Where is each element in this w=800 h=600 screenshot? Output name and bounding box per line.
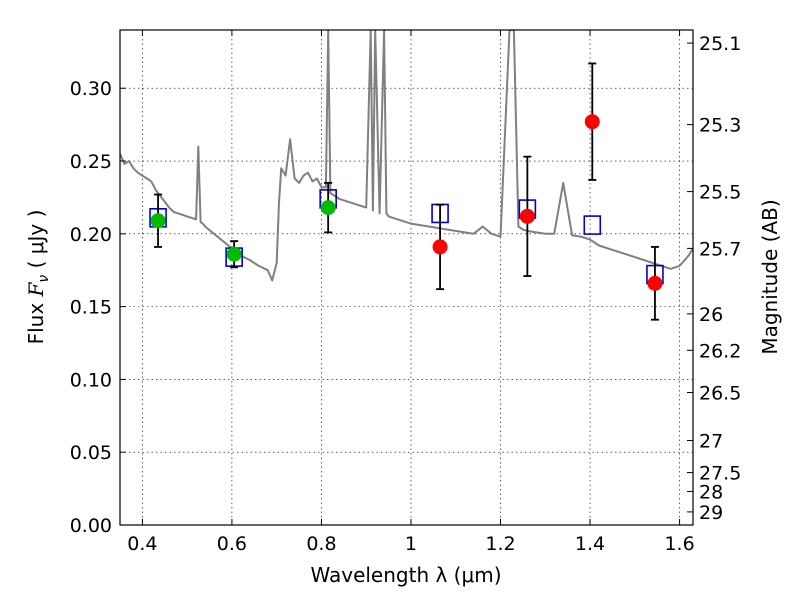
y-tick-label: 0.25 bbox=[70, 151, 112, 173]
x-axis-title: Wavelength λ (μm) bbox=[310, 563, 501, 587]
y-axis-title-suffix: ( μJy ) bbox=[24, 210, 48, 275]
y-tick-label: 0.15 bbox=[70, 297, 112, 319]
y2-tick-label: 26.5 bbox=[699, 383, 741, 405]
y-tick-label: 0.30 bbox=[70, 78, 112, 100]
y2-tick-label: 26 bbox=[699, 304, 723, 326]
observed-point bbox=[320, 200, 336, 216]
y2-tick-label: 27.5 bbox=[699, 463, 741, 485]
y-axis-title-symbol: F bbox=[24, 281, 48, 297]
y2-tick-label: 28 bbox=[699, 482, 723, 504]
plot-background bbox=[120, 30, 693, 525]
x-tick-label: 1 bbox=[405, 533, 417, 555]
y2-tick-label: 25.3 bbox=[699, 115, 741, 137]
y2-tick-label: 27 bbox=[699, 431, 723, 453]
y-axis-title-subscript: ν bbox=[36, 275, 52, 283]
observed-point bbox=[584, 114, 600, 130]
y2-tick-label: 25.1 bbox=[699, 33, 741, 55]
tick-marks: 0.4 0.6 0.8 1 1.2 1.4 1.6 0.00 0.05 0.10 0.15 0.20 0… bbox=[70, 30, 741, 555]
observed-point bbox=[150, 213, 166, 229]
y2-tick-label: 26.2 bbox=[699, 340, 741, 362]
y2-tick-label: 25.7 bbox=[699, 238, 741, 260]
x-tick-label: 1.2 bbox=[485, 533, 515, 555]
y-axis-title-prefix: Flux bbox=[24, 296, 48, 344]
y-tick-label: 0.10 bbox=[70, 369, 112, 391]
observed-point bbox=[647, 275, 663, 291]
x-tick-label: 1.6 bbox=[664, 533, 694, 555]
y-tick-label: 0.00 bbox=[70, 515, 112, 537]
observed-point bbox=[226, 246, 242, 262]
data-layer bbox=[120, 30, 693, 321]
observed-point bbox=[432, 239, 448, 255]
x-tick-label: 0.6 bbox=[217, 533, 247, 555]
x-tick-label: 0.4 bbox=[127, 533, 157, 555]
x-tick-label: 1.4 bbox=[575, 533, 605, 555]
observed-point bbox=[519, 208, 535, 224]
y-tick-label: 0.20 bbox=[70, 224, 112, 246]
y2-tick-label: 25.5 bbox=[699, 182, 741, 204]
model-photometry-square bbox=[583, 215, 602, 235]
x-tick-label: 0.8 bbox=[306, 533, 336, 555]
model-spectrum-line bbox=[120, 30, 693, 282]
y2-tick-label: 29 bbox=[699, 502, 723, 524]
plot-frame bbox=[119, 29, 694, 526]
y2-axis-title: Magnitude (AB) bbox=[758, 199, 782, 354]
y-axis-title: Flux Fν ( μJy ) bbox=[24, 210, 52, 345]
y-tick-label: 0.05 bbox=[70, 442, 112, 464]
